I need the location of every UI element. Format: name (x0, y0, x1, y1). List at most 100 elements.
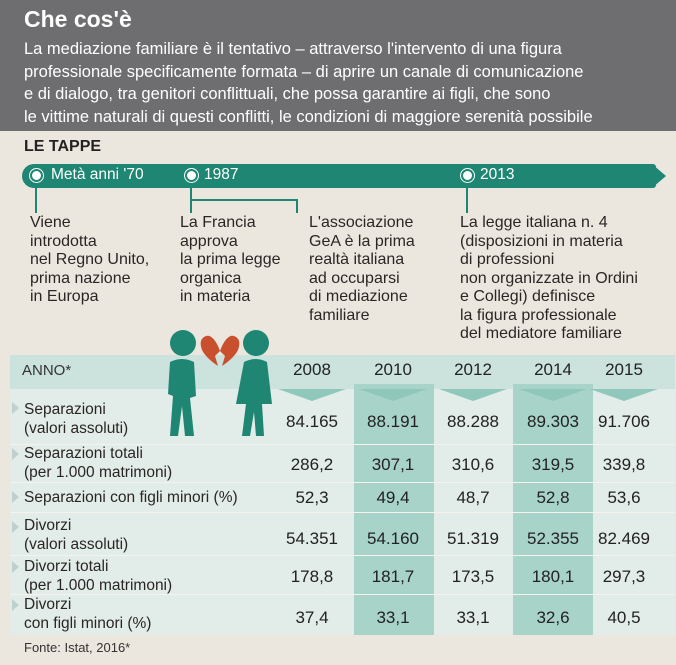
timeline-marker (30, 169, 43, 182)
row-label-line: con figli minori (%) (24, 615, 152, 632)
row-arrow-icon (12, 599, 19, 611)
timeline-event: La legge italiana n. 4 (disposizioni in … (460, 214, 638, 344)
event-line: approva (180, 232, 238, 250)
year-pointer-icon (590, 389, 658, 401)
page-title: Che cos'è (24, 6, 132, 32)
event-line: di professioni (460, 251, 555, 268)
row-arrow-icon (12, 521, 19, 533)
event-line: realtà italiana (309, 251, 405, 268)
row-label-line: Separazioni con figli minori (%) (24, 489, 238, 506)
timeline-connector (296, 199, 298, 213)
row-divider (10, 482, 675, 483)
year-pointer-icon (359, 389, 427, 401)
column-header: 2010 (374, 360, 412, 379)
intro-line: professionale specificamente formata – d… (24, 62, 584, 81)
column-highlight-2014 (513, 384, 593, 635)
table-cell: 88.288 (447, 412, 499, 431)
intro-line: e di dialogo, tra genitori conflittuali,… (24, 85, 551, 103)
event-line: in Europa (30, 288, 99, 305)
table-cell: 82.469 (598, 529, 650, 548)
timeline-arrow-icon (652, 164, 666, 188)
table-cell: 173,5 (451, 567, 495, 586)
row-label-line: Separazioni totali (24, 445, 143, 462)
table-cell: 89.303 (527, 412, 579, 431)
source-note: Fonte: Istat, 2016* (24, 640, 131, 655)
table-cell: 310,6 (451, 455, 495, 474)
table-cell: 54.160 (367, 529, 419, 548)
event-line: L'associazione (309, 214, 414, 231)
row-label: Divorzi (valori assoluti) (24, 516, 128, 554)
table-cell: 49,4 (376, 488, 410, 507)
event-line: non organizzate in Ordini (460, 269, 638, 287)
timeline-year: 1987 (204, 166, 239, 183)
intro-box: Che cos'è La mediazione familiare è il t… (0, 0, 676, 131)
column-header-year-label: ANNO* (22, 362, 72, 379)
column-header: 2012 (454, 360, 492, 379)
intro-line: le vittime naturali di questi conflitti,… (24, 107, 593, 126)
table-cell: 181,7 (371, 567, 415, 586)
table-cell: 178,8 (290, 567, 334, 586)
row-divider (10, 512, 675, 513)
table-cell: 52,3 (295, 488, 329, 507)
row-label-line: Divorzi totali (24, 558, 109, 575)
table-cell: 52,8 (536, 488, 570, 507)
timeline-connector (35, 185, 37, 213)
table-cell: 48,7 (456, 488, 490, 507)
timeline-connector (190, 199, 298, 201)
timeline-year: 2013 (480, 166, 515, 183)
timeline-event: La Francia approva la prima legge organi… (180, 214, 281, 307)
column-header: 2014 (534, 360, 572, 379)
event-line: del mediatore familiare (460, 325, 622, 342)
couple-broken-heart-icon (168, 330, 272, 436)
table-cell: 37,4 (295, 608, 329, 627)
row-label: Separazioni (valori assoluti) (24, 400, 128, 438)
event-line: GeA è la prima (309, 232, 415, 250)
row-label: Divorzi con figli minori (%) (24, 595, 151, 633)
table-cell: 84.165 (286, 412, 338, 431)
row-arrow-icon (12, 448, 19, 460)
year-pointer-icon (278, 389, 346, 401)
row-divider (10, 555, 675, 556)
table-cell: 40,5 (607, 608, 641, 627)
row-label-line: (valori assoluti) (24, 420, 129, 437)
event-line: organica (180, 269, 242, 287)
row-divider (10, 594, 675, 595)
table-header-band (10, 355, 675, 389)
table-cell: 91.706 (598, 412, 650, 431)
table-cell: 52.355 (527, 529, 579, 548)
row-arrow-icon (12, 491, 19, 503)
event-line: introdotta (30, 232, 97, 250)
table-cell: 307,1 (371, 455, 415, 474)
row-label: Separazioni con figli minori (%) (24, 488, 238, 507)
event-line: di mediazione (309, 288, 408, 305)
intro-line: La mediazione familiare è il tentativo –… (24, 40, 562, 58)
row-arrow-icon (12, 402, 19, 414)
row-label-line: Divorzi (24, 517, 72, 534)
column-header: 2008 (293, 360, 331, 379)
row-label-line: (per 1.000 matrimoni) (24, 464, 173, 481)
event-line: Viene (30, 214, 71, 231)
table-cell: 180,1 (531, 567, 575, 586)
event-line: familiare (309, 306, 370, 324)
event-line: prima nazione (30, 269, 131, 287)
timeline-marker (461, 169, 474, 182)
table-cell: 88.191 (367, 412, 419, 431)
timeline-heading: LE TAPPE (24, 138, 102, 155)
row-label-line: (per 1.000 matrimoni) (24, 577, 173, 594)
timeline-event: L'associazione GeA è la prima realtà ita… (309, 214, 415, 325)
row-label-line: Separazioni (24, 401, 106, 418)
column-header: 2015 (605, 360, 643, 379)
timeline-year: Metà anni '70 (51, 166, 144, 183)
event-line: La legge italiana n. 4 (460, 214, 608, 231)
event-line: e Collegi) definisce (460, 288, 596, 305)
table-cell: 286,2 (290, 455, 334, 474)
event-line: la prima legge (180, 251, 281, 268)
timeline-bar (22, 164, 656, 188)
timeline-connector (466, 185, 468, 213)
table-cell: 33,1 (456, 608, 490, 627)
row-label: Divorzi totali (per 1.000 matrimoni) (24, 557, 172, 595)
year-pointer-icon (439, 389, 507, 401)
intro-text: La mediazione familiare è il tentativo –… (24, 38, 674, 128)
table-cell: 33,1 (376, 608, 410, 627)
row-divider (10, 444, 675, 445)
